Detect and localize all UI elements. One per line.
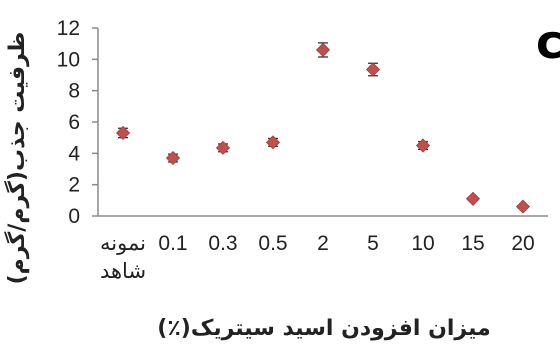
x-tick-label: شاهد — [100, 259, 146, 283]
chart-title: الف -۱۶۵°c — [536, 15, 560, 69]
data-point — [465, 191, 481, 206]
data-points — [115, 42, 531, 214]
x-tick-label: 5 — [367, 232, 379, 255]
x-tick-label: نمونه — [100, 231, 146, 255]
x-tick-label: 2 — [317, 232, 329, 255]
data-point — [315, 42, 331, 57]
y-tick-label: 6 — [68, 111, 80, 134]
y-tick-label: 12 — [57, 17, 80, 40]
y-tick-label: 10 — [57, 48, 80, 71]
y-axis-ticks: 0 2 4 6 8 10 12 — [57, 17, 98, 228]
y-tick-label: 2 — [68, 174, 80, 197]
data-point — [415, 138, 431, 153]
data-point — [265, 135, 281, 150]
x-axis-label: میزان افزودن اسید سیتریک(٪) — [157, 316, 490, 341]
y-tick-label: 4 — [68, 142, 80, 165]
x-tick-label: 15 — [461, 232, 484, 255]
y-tick-label: 0 — [68, 205, 80, 228]
y-axis-label: ظرفیت جذب(گرم/گرم) — [3, 32, 30, 285]
x-axis-categories: نمونه شاهد 0.1 0.3 0.5 2 5 10 15 20 — [100, 231, 535, 283]
data-point — [115, 125, 131, 141]
x-tick-label: 10 — [411, 232, 434, 255]
data-point — [165, 150, 181, 166]
data-point — [215, 140, 231, 155]
y-tick-label: 8 — [68, 80, 80, 103]
x-tick-label: 20 — [511, 232, 534, 255]
x-tick-label: 0.5 — [258, 232, 287, 255]
x-tick-label: 0.3 — [208, 232, 237, 255]
x-tick-label: 0.1 — [158, 232, 187, 255]
data-point — [365, 62, 381, 77]
data-point — [515, 199, 531, 214]
